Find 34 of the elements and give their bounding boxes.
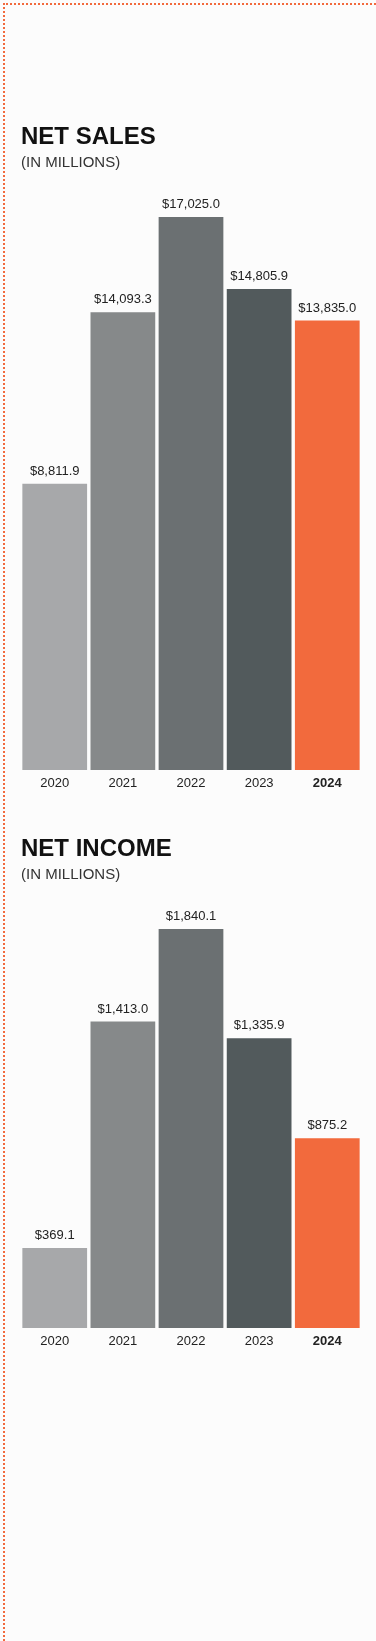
x-tick-label: 2020 <box>40 774 70 790</box>
x-tick-label: 2024 <box>312 1332 343 1348</box>
chart-subtitle: (IN MILLIONS) <box>21 153 121 170</box>
bar <box>226 289 292 770</box>
x-tick-label: 2024 <box>312 774 343 790</box>
data-label: $875.2 <box>307 1117 348 1133</box>
bar <box>158 217 224 770</box>
x-tick-label: 2022 <box>176 774 206 790</box>
bar <box>226 1038 292 1328</box>
data-label: $14,805.9 <box>230 268 289 284</box>
chart-title: NET SALES <box>21 122 156 149</box>
x-tick-label: 2023 <box>244 1332 274 1348</box>
data-label: $13,835.0 <box>298 299 357 315</box>
data-label: $1,413.0 <box>97 1000 149 1016</box>
data-label: $1,335.9 <box>233 1017 285 1033</box>
bar <box>90 1021 156 1328</box>
chart-title: NET INCOME <box>21 834 172 861</box>
bar <box>22 483 88 770</box>
x-tick-label: 2021 <box>108 1332 138 1348</box>
data-label: $8,811.9 <box>29 462 80 478</box>
bar <box>294 320 360 770</box>
data-label: $1,840.1 <box>165 908 217 923</box>
data-label: $369.1 <box>34 1226 75 1242</box>
data-label: $14,093.3 <box>93 291 152 307</box>
chart-subtitle: (IN MILLIONS) <box>21 865 121 882</box>
bar <box>90 312 156 770</box>
bar <box>158 929 224 1328</box>
data-label: $17,025.0 <box>162 196 220 211</box>
bar <box>22 1247 88 1328</box>
x-tick-label: 2022 <box>176 1332 206 1348</box>
bar <box>294 1138 360 1328</box>
x-tick-label: 2023 <box>244 774 274 790</box>
x-tick-label: 2021 <box>108 774 138 790</box>
x-tick-label: 2020 <box>40 1332 70 1348</box>
